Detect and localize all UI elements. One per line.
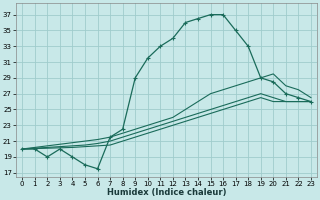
X-axis label: Humidex (Indice chaleur): Humidex (Indice chaleur) [107,188,226,197]
